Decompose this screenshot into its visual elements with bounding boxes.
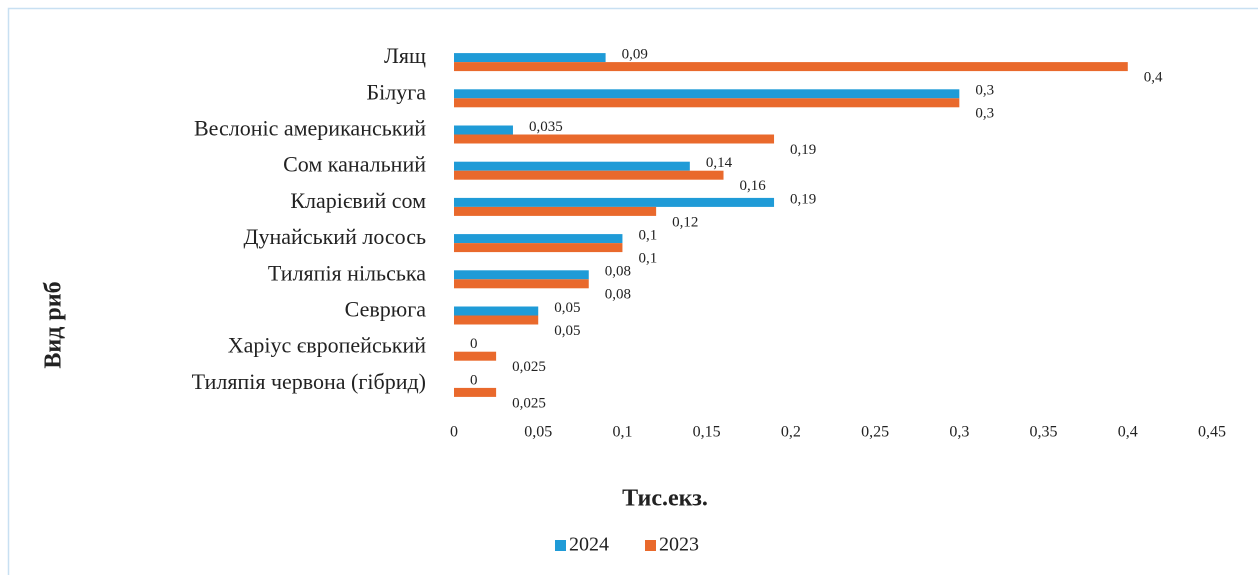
- data-label: 0,3: [975, 106, 994, 122]
- data-label: 0,1: [638, 251, 657, 267]
- y-tick-label: Веслоніс американський: [194, 116, 426, 141]
- x-tick-label: 0,05: [524, 424, 552, 441]
- data-label: 0,3: [975, 83, 994, 99]
- legend-label: 2024: [569, 534, 609, 556]
- y-axis-title: Вид риб: [41, 281, 67, 368]
- bar: [454, 307, 538, 316]
- data-label: 0,12: [672, 214, 698, 230]
- bar: [454, 234, 622, 243]
- bar: [454, 352, 496, 361]
- data-label: 0,09: [622, 47, 648, 63]
- bar: [454, 388, 496, 397]
- x-tick-label: 0,3: [949, 424, 969, 441]
- y-tick-label: Дунайський лосось: [244, 224, 427, 249]
- bar: [454, 126, 513, 135]
- bar: [454, 316, 538, 325]
- data-label: 0: [470, 372, 478, 388]
- y-tick-label: Харіус європейський: [228, 333, 426, 358]
- bar: [454, 162, 690, 171]
- bar: [454, 53, 606, 62]
- data-label: 0,035: [529, 119, 563, 135]
- data-label: 0: [470, 336, 478, 352]
- x-tick-label: 0,25: [861, 424, 889, 441]
- y-tick-label: Севрюга: [345, 297, 427, 322]
- x-tick-label: 0,35: [1030, 424, 1058, 441]
- legend-swatch: [555, 540, 566, 551]
- bar: [454, 270, 589, 279]
- bar: [454, 89, 959, 98]
- legend-label: 2023: [659, 534, 699, 556]
- y-tick-label: Кларієвий сом: [290, 188, 426, 213]
- bar: [454, 198, 774, 207]
- data-label: 0,14: [706, 155, 733, 171]
- x-tick-label: 0,1: [612, 424, 632, 441]
- bar: [454, 98, 959, 107]
- data-label: 0,025: [512, 395, 546, 411]
- bar: [454, 171, 724, 180]
- y-tick-label: Лящ: [384, 43, 426, 68]
- y-tick-label: Тиляпія червона (гібрид): [192, 369, 426, 394]
- bar: [454, 62, 1128, 71]
- bar: [454, 135, 774, 144]
- bar: [454, 243, 622, 252]
- data-label: 0,4: [1144, 70, 1163, 86]
- y-tick-label: Білуга: [366, 79, 426, 104]
- x-tick-label: 0,4: [1118, 424, 1138, 441]
- data-label: 0,1: [638, 228, 657, 244]
- legend-swatch: [645, 540, 656, 551]
- data-label: 0,08: [605, 287, 631, 303]
- x-tick-label: 0,45: [1198, 424, 1226, 441]
- y-tick-label: Тиляпія нільська: [268, 260, 426, 285]
- x-axis-title: Тис.екз.: [622, 486, 708, 512]
- data-label: 0,08: [605, 264, 631, 280]
- bar: [454, 207, 656, 216]
- y-tick-label: Сом канальний: [283, 152, 426, 177]
- x-tick-label: 0: [450, 424, 458, 441]
- data-label: 0,05: [554, 300, 580, 316]
- bar: [454, 279, 589, 288]
- data-label: 0,16: [740, 178, 767, 194]
- data-label: 0,19: [790, 142, 816, 158]
- x-tick-label: 0,2: [781, 424, 801, 441]
- x-tick-label: 0,15: [693, 424, 721, 441]
- data-label: 0,025: [512, 359, 546, 375]
- data-label: 0,05: [554, 323, 580, 339]
- data-label: 0,19: [790, 191, 816, 207]
